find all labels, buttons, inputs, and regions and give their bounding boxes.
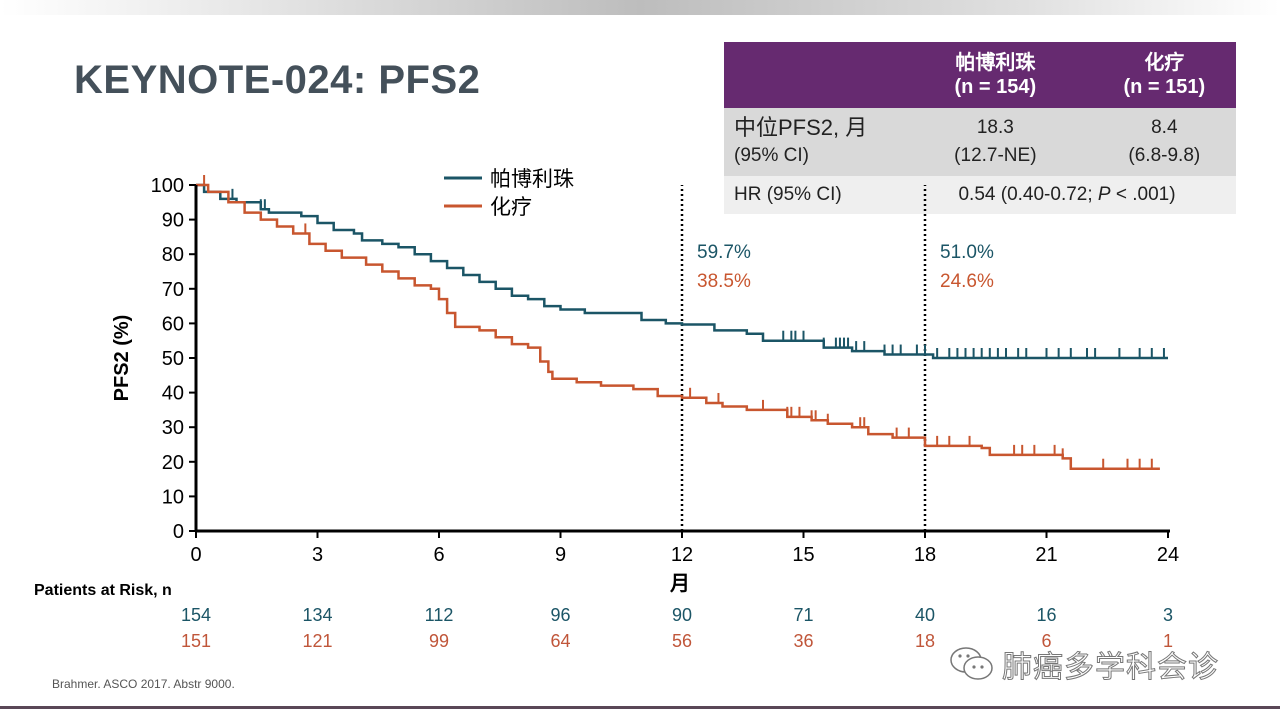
risk-count-pembro: 3 <box>1162 605 1174 625</box>
risk-count-pembro: 112 <box>424 605 454 625</box>
footnote: Brahmer. ASCO 2017. Abstr 9000. <box>52 677 235 691</box>
slide-title: KEYNOTE-024: PFS2 <box>74 58 481 102</box>
y-tick-label: 90 <box>162 210 184 232</box>
y-tick-label: 30 <box>162 417 184 439</box>
series-group <box>196 175 1168 470</box>
risk-count-chemo: 36 <box>793 631 814 651</box>
risk-count-chemo: 121 <box>302 631 333 651</box>
risk-table-title: Patients at Risk, n <box>34 582 172 599</box>
risk-count-chemo: 151 <box>180 631 212 651</box>
annotation-pembro-12: 59.7% <box>697 242 751 263</box>
risk-count-pembro: 71 <box>793 605 814 625</box>
x-tick-label: 3 <box>312 544 323 566</box>
stats-header-pembro: 帕博利珠 (n = 154) <box>954 52 1037 98</box>
legend-label-pembro: 帕博利珠 <box>490 168 574 191</box>
slide-top-bar <box>0 0 1280 15</box>
stats-header-chemo: 化疗 (n = 151) <box>1123 52 1206 98</box>
y-tick-label: 10 <box>162 486 184 508</box>
wechat-icon <box>950 647 993 680</box>
y-tick-label: 100 <box>151 175 184 197</box>
risk-count-chemo: 99 <box>428 631 450 651</box>
hr-label: HR (95% CI) <box>734 184 842 205</box>
x-tick-label: 21 <box>1035 544 1057 566</box>
risk-count-chemo: 64 <box>550 631 571 651</box>
annotation-chemo-18: 24.6% <box>940 271 994 292</box>
x-tick-label: 18 <box>914 544 936 566</box>
y-tick-label: 0 <box>173 521 184 543</box>
stats-header-row: 帕博利珠 (n = 154) 化疗 (n = 151) <box>724 42 1236 108</box>
x-axis-label: 月 <box>669 573 690 595</box>
watermark-text: 肺癌多学科会诊 <box>1002 651 1219 685</box>
risk-count-pembro: 40 <box>914 605 936 625</box>
stats-row-label: 中位PFS2, 月 (95% CI) <box>734 115 868 166</box>
annotation-pembro-18: 51.0% <box>940 242 994 263</box>
x-tick-label: 0 <box>190 544 201 566</box>
annotations-group: 59.7% 38.5% 51.0% 24.6% <box>697 242 994 292</box>
stats-row-hr: HR (95% CI) 0.54 (0.40-0.72; P < .001) <box>724 176 1236 214</box>
risk-count-pembro: 90 <box>671 605 693 625</box>
watermark: 肺癌多学科会诊 <box>948 642 1219 686</box>
x-tick-label: 24 <box>1157 544 1179 566</box>
stats-table: 帕博利珠 (n = 154) 化疗 (n = 151) 中位PFS2, 月 (9… <box>724 42 1236 214</box>
risk-count-chemo: 18 <box>914 631 936 651</box>
km-curve-chemo <box>196 183 1160 470</box>
x-tick-label: 15 <box>792 544 814 566</box>
annotation-chemo-12: 38.5% <box>697 271 751 292</box>
x-tick-label: 9 <box>555 544 566 566</box>
stats-cell-pembro: 18.3 (12.7-NE) <box>954 117 1037 166</box>
legend-label-chemo: 化疗 <box>490 196 532 219</box>
risk-count-pembro: 134 <box>302 605 333 625</box>
stats-cell-chemo: 8.4 (6.8-9.8) <box>1128 117 1201 166</box>
km-curve-pembro <box>196 183 1168 360</box>
risk-count-chemo: 1 <box>1162 631 1174 651</box>
risk-count-chemo: 6 <box>1041 631 1052 651</box>
risk-count-pembro: 154 <box>180 605 212 625</box>
reference-lines <box>680 185 927 531</box>
bottom-divider <box>0 706 1280 709</box>
x-tick-label: 12 <box>671 544 693 566</box>
stats-row-median: 中位PFS2, 月 (95% CI) 18.3 (12.7-NE) 8.4 (6… <box>724 108 1236 176</box>
x-tick-label: 6 <box>433 544 444 566</box>
y-tick-label: 20 <box>162 452 184 474</box>
hr-value: 0.54 (0.40-0.72; P < .001) <box>958 184 1176 205</box>
y-tick-label: 60 <box>162 313 184 335</box>
y-tick-label: 50 <box>162 348 184 370</box>
km-chart: 0 3 6 9 12 15 18 21 24 0 10 20 30 40 50 60 70 80 90 100 59.… <box>111 168 1180 595</box>
y-axis-label: PFS2 (%) <box>111 315 133 402</box>
risk-count-chemo: 56 <box>671 631 693 651</box>
axes-group: 0 3 6 9 12 15 18 21 24 0 10 20 30 40 50 60 70 80 90 100 <box>151 175 1180 566</box>
risk-count-pembro: 16 <box>1036 605 1057 625</box>
y-tick-label: 70 <box>162 279 184 301</box>
y-tick-label: 80 <box>162 244 184 266</box>
risk-count-pembro: 96 <box>550 605 571 625</box>
y-tick-label: 40 <box>162 383 184 405</box>
